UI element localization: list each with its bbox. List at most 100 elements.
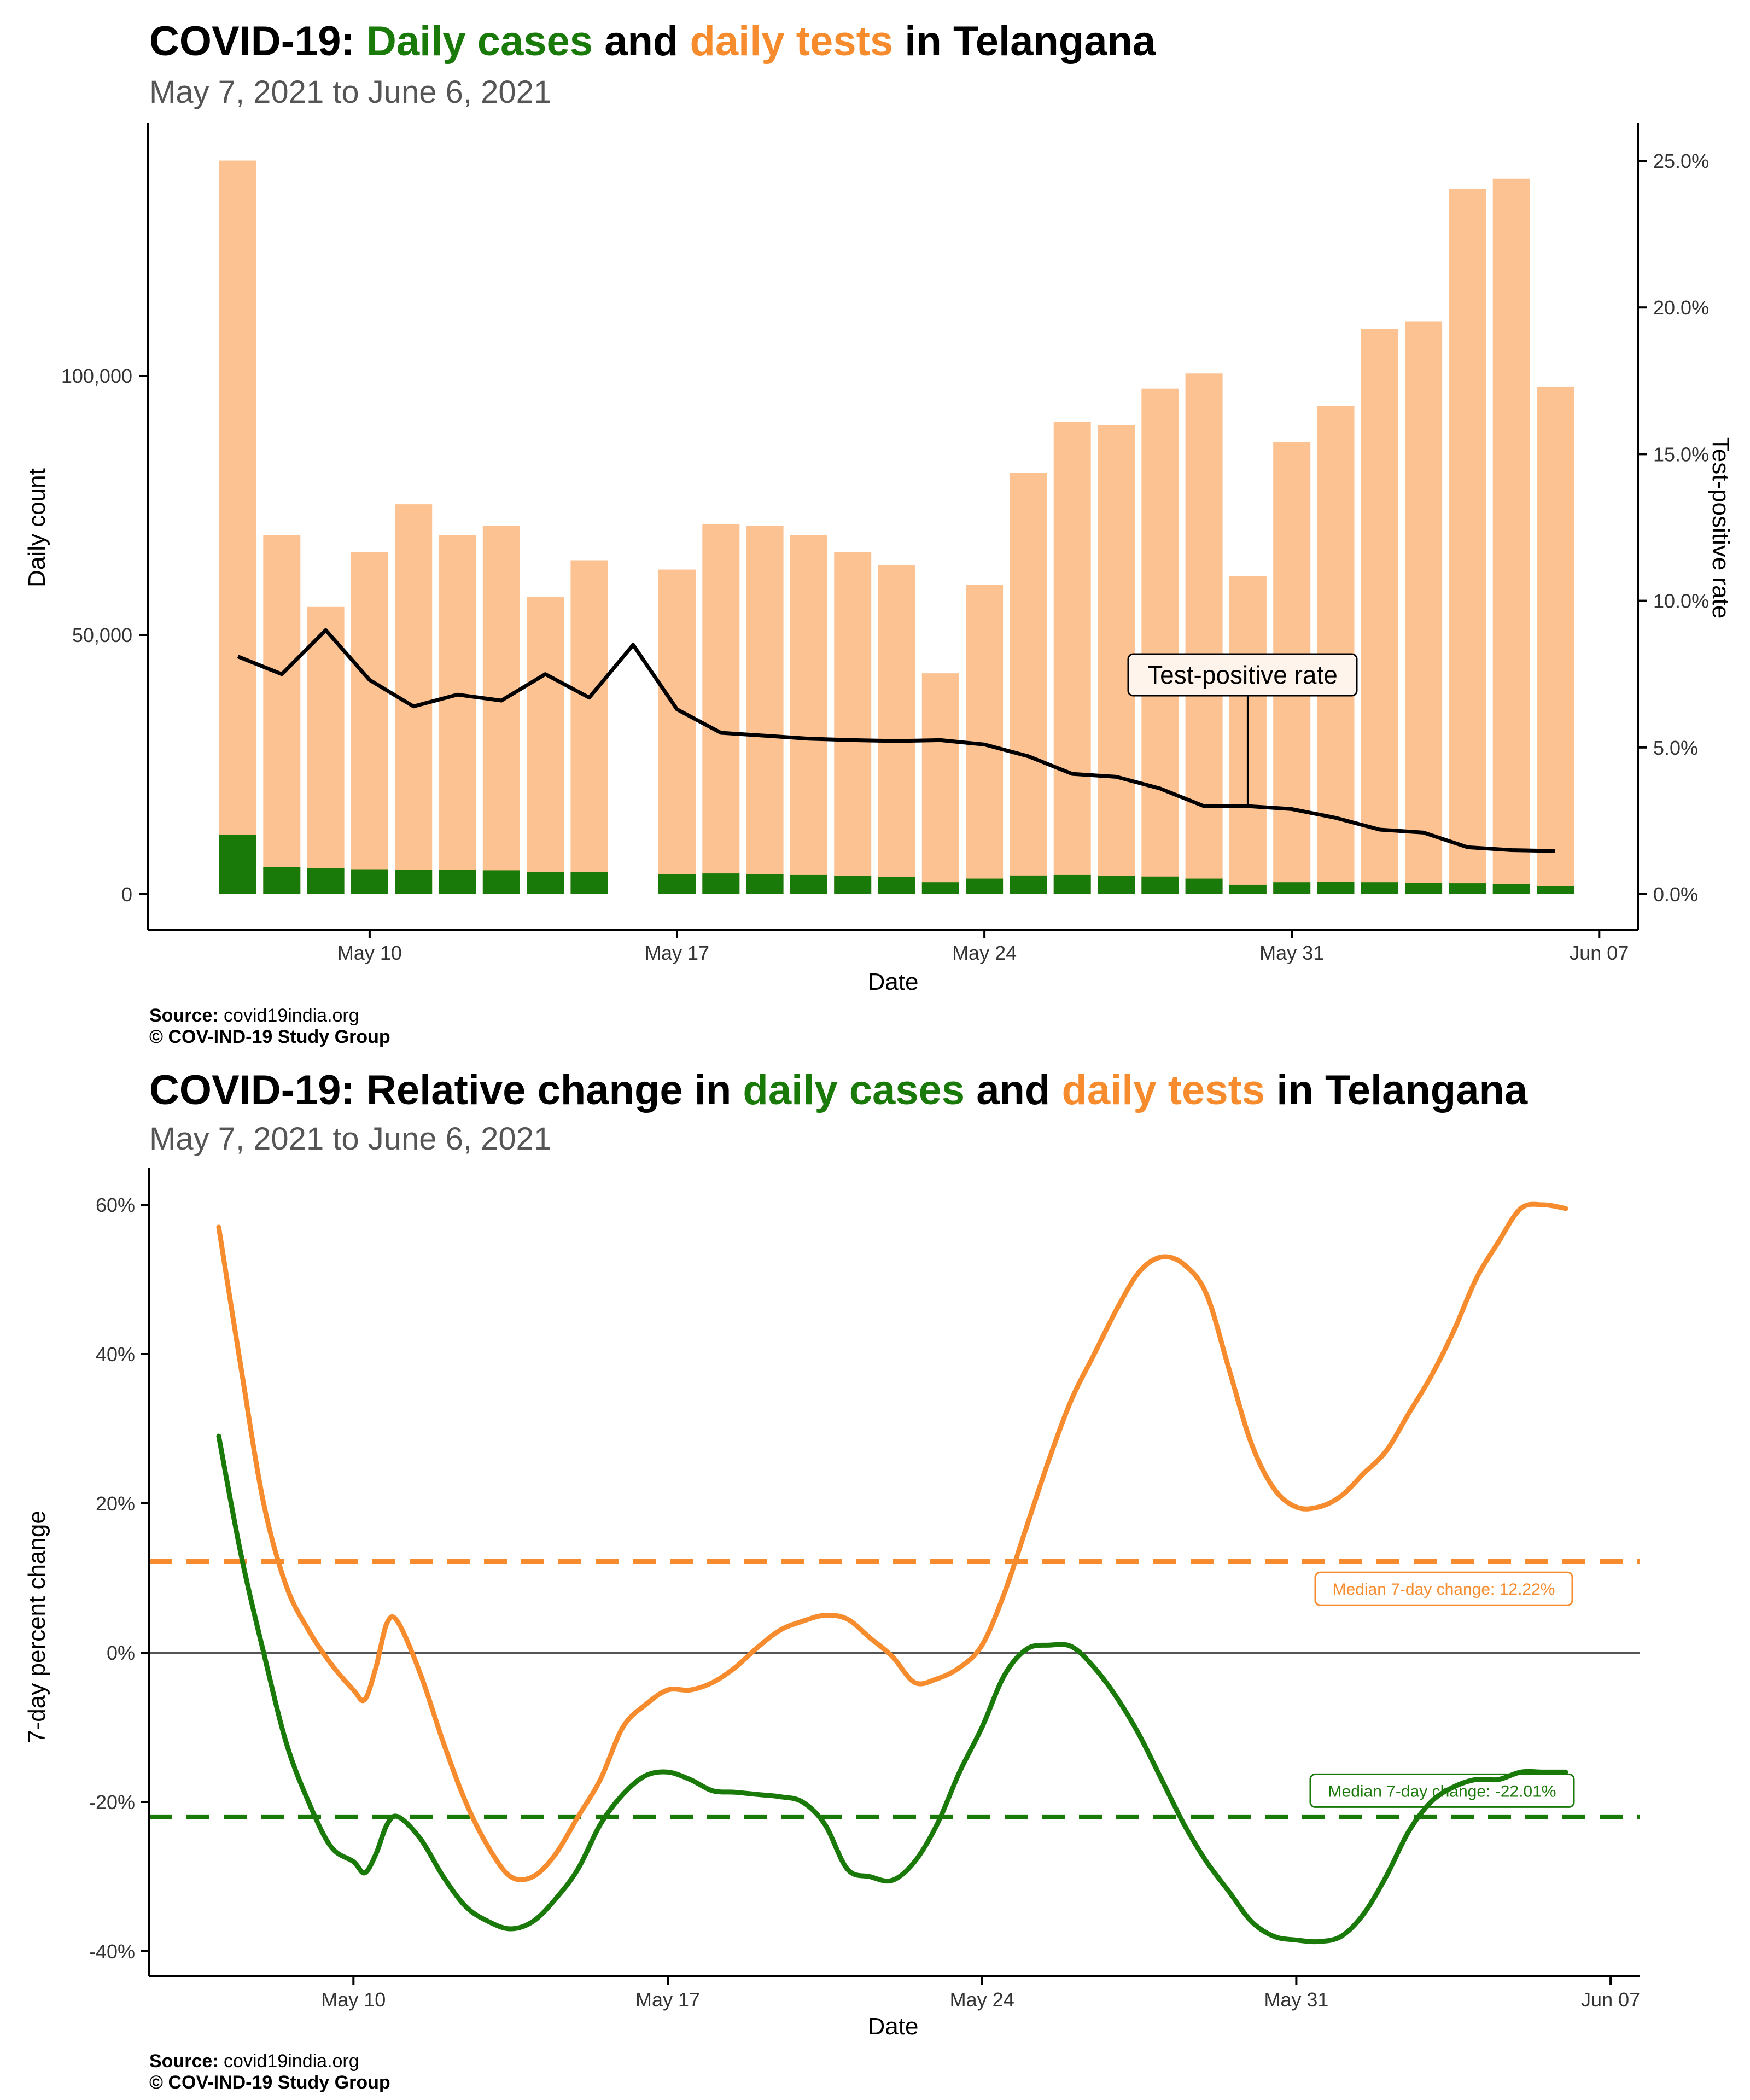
tests-bar	[219, 160, 256, 895]
source-note-daily: Source: covid19india.org © COV-IND-19 Stu…	[149, 1005, 390, 1048]
cases-bar	[395, 870, 433, 894]
cases-bar	[658, 874, 696, 894]
cases-bar	[746, 874, 784, 894]
cases-bar	[570, 872, 608, 894]
cases-bar	[834, 876, 872, 894]
cases-bar	[1492, 884, 1530, 894]
tests-bar	[263, 535, 301, 894]
cases-bar	[702, 873, 740, 894]
y2-axis-title: Test-positive rate	[1707, 437, 1734, 619]
title-prefix: COVID-19:	[149, 18, 366, 65]
title-prefix: COVID-19: Relative change in	[149, 1067, 743, 1113]
tests-bar	[1185, 373, 1223, 894]
copyright-text: © COV-IND-19 Study Group	[149, 2072, 390, 2093]
tests-bar	[1141, 388, 1179, 894]
tpr-line	[237, 628, 1556, 853]
tests-change-line	[216, 1201, 1568, 1882]
chart-title-relative: COVID-19: Relative change in daily cases…	[149, 1070, 1527, 1111]
chart-subtitle-relative: May 7, 2021 to June 6, 2021	[149, 1121, 552, 1157]
source-text: covid19india.org	[218, 2051, 359, 2072]
y2-tick-label: 20.0%	[1653, 296, 1709, 319]
title-suffix: in Telangana	[893, 18, 1156, 65]
median-label-box-tests	[1314, 1571, 1573, 1606]
cases-bar	[307, 868, 345, 894]
cases-bar	[263, 867, 301, 894]
x-tick-label: May 10	[337, 942, 402, 964]
x-axis-title: Date	[868, 2013, 919, 2040]
source-text: covid19india.org	[218, 1005, 359, 1026]
tests-bar	[1449, 189, 1486, 895]
y2-tick-label: 15.0%	[1653, 443, 1709, 465]
chart-title-daily: COVID-19: Daily cases and daily tests in…	[149, 21, 1156, 62]
tests-bar	[307, 606, 345, 894]
title-mid: and	[965, 1067, 1062, 1113]
tests-bar	[834, 552, 872, 894]
cases-bar	[1141, 876, 1179, 894]
x-tick-label: May 17	[635, 1988, 700, 2011]
y-tick-label: 60%	[96, 1194, 135, 1216]
y2-tick-label: 10.0%	[1653, 590, 1709, 612]
y-tick-label: 50,000	[72, 624, 132, 646]
median-label-tests: Median 7-day change: 12.22%	[1333, 1580, 1555, 1599]
tests-bar	[878, 565, 915, 894]
tests-bar	[527, 597, 564, 894]
y-tick-label: 40%	[96, 1343, 135, 1366]
tpr-label-box	[1127, 653, 1358, 697]
chart-subtitle-daily: May 7, 2021 to June 6, 2021	[149, 74, 552, 110]
tests-bar	[1492, 178, 1530, 894]
tests-bar	[921, 673, 959, 894]
y-axis-title: 7-day percent change	[24, 1510, 50, 1743]
cases-bar	[1098, 876, 1135, 894]
y-tick-label: 100,000	[61, 365, 132, 387]
tests-bar	[746, 526, 784, 894]
cases-bar	[439, 870, 476, 894]
title-cases: Daily cases	[366, 18, 593, 65]
tpr-label: Test-positive rate	[1147, 661, 1338, 689]
cases-bar	[1361, 882, 1398, 894]
tests-bar	[1053, 422, 1091, 894]
x-tick-label: Jun 07	[1570, 942, 1629, 964]
y2-tick-label: 5.0%	[1653, 737, 1698, 759]
x-tick-label: May 31	[1264, 1988, 1328, 2011]
cases-bar	[1405, 883, 1443, 894]
tests-bar	[1361, 329, 1398, 895]
y-tick-label: -20%	[89, 1791, 135, 1813]
cases-bar	[1537, 886, 1574, 894]
tests-bar	[351, 552, 388, 894]
cases-bar	[878, 877, 915, 894]
cases-bar	[1229, 884, 1267, 894]
y-axis-title: Daily count	[24, 468, 50, 587]
y-tick-label: 0	[121, 883, 132, 906]
tests-bar	[1405, 321, 1443, 895]
title-tests: daily tests	[690, 18, 894, 65]
cases-bar	[1449, 883, 1486, 894]
chart-relative-svg: Median 7-day change: 12.22%Median 7-day …	[24, 1168, 1640, 2040]
x-tick-label: May 10	[321, 1988, 386, 2011]
tests-bar	[790, 535, 827, 894]
cases-bar	[1317, 882, 1355, 894]
title-mid: and	[593, 18, 690, 65]
tests-bar	[966, 585, 1004, 894]
y-tick-label: 20%	[96, 1492, 135, 1515]
title-cases: daily cases	[743, 1067, 965, 1113]
title-tests: daily tests	[1061, 1067, 1265, 1113]
cases-bar	[1185, 878, 1223, 894]
tests-bar	[482, 526, 520, 894]
x-tick-label: May 17	[645, 942, 709, 964]
tests-bar	[439, 535, 476, 894]
tests-bar	[1317, 406, 1355, 894]
y-tick-label: 0%	[107, 1642, 135, 1664]
cases-bar	[1010, 875, 1047, 894]
source-label: Source:	[149, 2051, 219, 2072]
tests-bar	[658, 569, 696, 894]
tests-bar	[702, 524, 740, 894]
y-tick-label: -40%	[89, 1940, 135, 1963]
cases-bar	[1273, 882, 1311, 894]
cases-bar	[351, 869, 388, 894]
chart-panel-daily: COVID-19: Daily cases and daily tests in…	[24, 21, 1734, 1048]
cases-bar	[219, 834, 256, 894]
tests-bar	[1010, 472, 1047, 894]
cases-bar	[790, 874, 827, 894]
tests-bar	[570, 560, 608, 894]
cases-bar	[966, 878, 1004, 894]
